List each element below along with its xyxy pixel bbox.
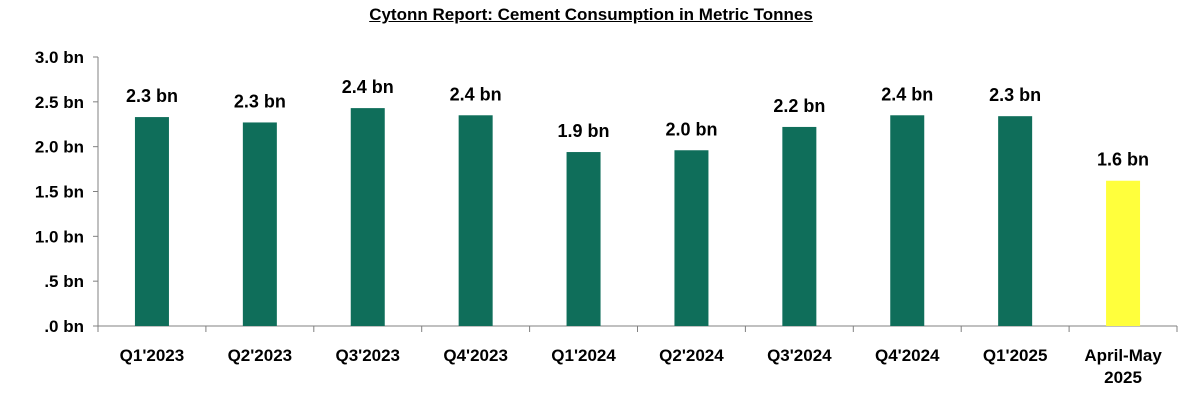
bar bbox=[350, 108, 385, 326]
data-label: 2.4 bn bbox=[881, 84, 933, 104]
bar bbox=[458, 115, 493, 327]
y-tick-label: .0 bn bbox=[44, 317, 84, 336]
x-tick-label: April-May 2025 bbox=[1084, 346, 1162, 387]
bar bbox=[674, 150, 709, 326]
data-label: 2.3 bn bbox=[126, 86, 178, 106]
x-tick-label: Q2'2024 bbox=[659, 346, 724, 365]
y-tick-label: 1.0 bn bbox=[35, 227, 84, 246]
x-tick-label: Q3'2024 bbox=[767, 346, 832, 365]
y-tick-label: 2.0 bn bbox=[35, 138, 84, 157]
x-axis: Q1'2023 Q2'2023 Q3'2023 Q4'2023 Q1'2024 Q2'20… bbox=[97, 325, 1178, 387]
data-label: 2.4 bn bbox=[450, 84, 502, 104]
data-label: 2.0 bn bbox=[665, 119, 717, 139]
bar bbox=[242, 122, 277, 326]
y-tick-label: 2.5 bn bbox=[35, 93, 84, 112]
x-tick-label: Q2'2023 bbox=[228, 346, 293, 365]
x-tick-label: Q3'2023 bbox=[335, 346, 400, 365]
data-label: 2.3 bn bbox=[989, 85, 1041, 105]
bar bbox=[1106, 180, 1141, 326]
x-tick-label: Q4'2024 bbox=[875, 346, 940, 365]
chart-title: Cytonn Report: Cement Consumption in Met… bbox=[369, 5, 813, 24]
bars: 2.3 bn 2.3 bn 2.4 bn 2.4 bn 1.9 bn 2.0 bn 2.2 … bbox=[126, 77, 1149, 327]
bar bbox=[134, 117, 169, 327]
data-label: 1.9 bn bbox=[558, 121, 610, 141]
x-tick-label: Q4'2023 bbox=[443, 346, 508, 365]
bar bbox=[998, 116, 1033, 327]
x-tick-label: Q1'2023 bbox=[120, 346, 185, 365]
x-tick-label: Q1'2025 bbox=[983, 346, 1048, 365]
data-label: 2.4 bn bbox=[342, 77, 394, 97]
data-label: 2.2 bn bbox=[773, 96, 825, 116]
y-axis: .0 bn .5 bn 1.0 bn 1.5 bn 2.0 bn 2.5 bn 3.0 bn bbox=[35, 48, 99, 336]
bar bbox=[566, 152, 601, 326]
data-label: 2.3 bn bbox=[234, 91, 286, 111]
bar bbox=[890, 115, 925, 327]
bar bbox=[782, 126, 817, 326]
data-label: 1.6 bn bbox=[1097, 150, 1149, 170]
y-tick-label: 1.5 bn bbox=[35, 183, 84, 202]
y-tick-label: .5 bn bbox=[44, 272, 84, 291]
x-tick-label: Q1'2024 bbox=[551, 346, 616, 365]
y-tick-label: 3.0 bn bbox=[35, 48, 84, 67]
